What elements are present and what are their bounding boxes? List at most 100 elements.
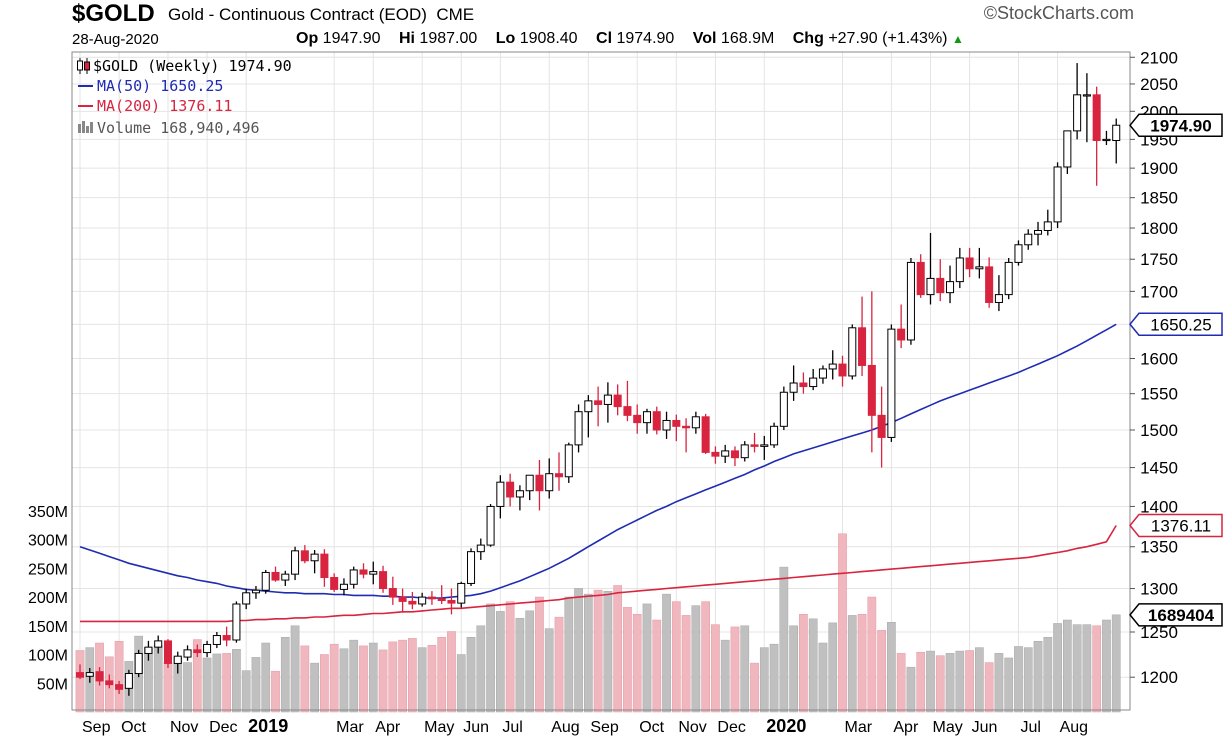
price-tag-box [1129,603,1223,627]
volume-bar [1092,625,1102,713]
volume-bar [662,593,671,713]
candle-body [359,569,368,575]
volume-bar [466,637,476,713]
volume-bar [623,607,632,713]
candle [134,649,143,678]
low-label: Lo [495,30,516,47]
candle-body [408,600,417,605]
candle-body [642,411,652,424]
candle-body [750,444,759,447]
price-tick-label: 1700 [1140,282,1178,301]
time-tick-label: Apr [893,719,919,736]
low-value: 1908.40 [519,30,578,47]
candle-body [75,672,85,678]
candle [828,350,837,380]
candle-body [1024,233,1033,246]
volume-tick-label: 200M [28,590,68,607]
candle [906,257,915,345]
volume-bar [505,601,515,713]
volume-bar [808,618,818,713]
candle-body [965,257,974,270]
time-tick-label: Oct [639,719,664,736]
candle [261,569,270,594]
volume-bar [750,662,759,713]
volume-bar [456,654,466,713]
volume-bar [368,642,378,713]
exchange-label: CME [436,5,475,24]
candle [320,549,329,587]
price-tick-label: 1550 [1140,385,1178,404]
volume-bar [1004,657,1014,713]
candle [75,664,85,680]
volume-bar [251,657,261,713]
candle [330,573,339,592]
candle [877,386,886,468]
candle [388,576,397,605]
time-tick-label: Aug [551,719,579,736]
candle-body [467,551,476,584]
candle-body [760,444,769,447]
price-tick-label: 2100 [1140,48,1178,67]
candle-body [163,640,173,664]
candle-body [691,416,700,429]
candle-body [1043,221,1052,231]
time-tick-label: Nov [678,719,706,736]
volume-bar [984,662,994,713]
volume-bar [476,625,486,713]
candle-body [613,394,622,408]
candle-body [1112,124,1121,141]
candle-body [623,406,632,416]
candle-body [242,592,251,605]
candle [232,601,241,643]
volume-bar [975,647,984,713]
time-tick-label: Dec [717,719,745,736]
volume-bar [593,589,603,713]
candle-body [251,589,260,594]
volume-bar [1014,646,1023,713]
volume-bar [828,622,838,713]
candle [457,581,466,608]
price-tick-label: 1250 [1140,623,1178,642]
candle [85,668,94,683]
candle-body [926,277,935,296]
price-tick-label: 1850 [1140,189,1178,208]
candle [682,418,691,453]
candle-body [867,364,876,416]
volume-bar [867,596,877,713]
candle-body [1053,166,1062,223]
volume-bar [701,601,711,713]
candle [946,265,955,304]
candle [349,566,358,589]
candlesticks [75,63,1121,696]
volume-bar [290,625,300,713]
brand-watermark[interactable]: ©StockCharts.com [983,3,1134,23]
candle-body [193,649,202,654]
candle [858,296,867,376]
open-value: 1947.90 [322,30,381,47]
candle [144,640,153,661]
volume-bar [603,591,613,713]
candle-body [115,684,124,690]
volume-bar [945,653,955,713]
candle-body [770,425,779,446]
up-triangle-icon: ▲ [951,32,964,46]
candle-body [1082,94,1091,97]
volume-bar [759,647,769,713]
candle [447,588,456,615]
volume-tick-label: 250M [28,561,68,578]
volume-tick-label: 150M [28,619,68,636]
volume-bar [838,533,847,713]
candle-body [183,649,192,658]
candle-icon [77,58,90,74]
candle-body [535,474,544,492]
time-tick-label: Oct [121,719,146,736]
candle-body [897,328,906,341]
candle-body [203,643,212,654]
volume-bar [232,649,241,713]
candle [476,538,485,560]
candle [750,432,759,453]
candle [574,404,583,453]
volume-bar [349,639,359,713]
candle-body [711,451,720,457]
